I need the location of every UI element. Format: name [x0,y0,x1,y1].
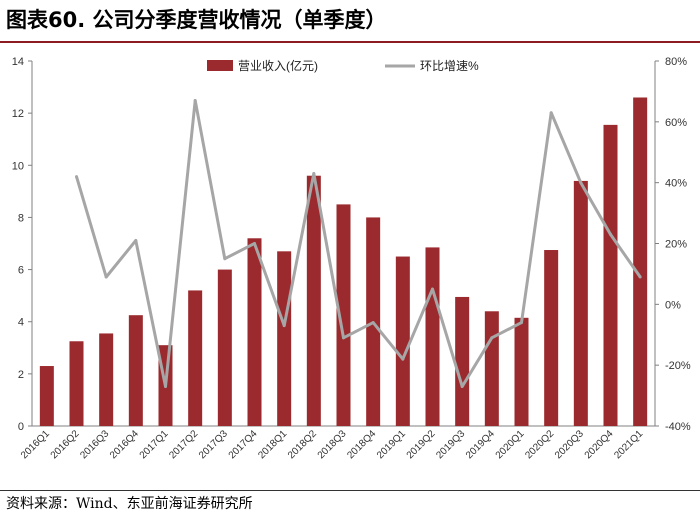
x-tick-label: 2020Q3 [553,428,586,461]
growth-point [193,99,197,103]
revenue-bar [603,124,618,426]
x-tick-label: 2020Q2 [523,428,556,461]
x-tick-label: 2016Q2 [49,428,82,461]
growth-point [401,357,405,361]
revenue-bar [336,204,351,426]
x-tick-label: 2017Q3 [197,428,230,461]
x-tick-label: 2018Q4 [345,428,378,461]
y-right-tick-label: 0% [665,299,681,311]
y-left-tick-label: 8 [18,212,24,224]
y-left-tick-label: 12 [12,108,24,120]
growth-point [223,257,227,261]
revenue-bar [455,296,470,426]
x-tick-label: 2016Q4 [108,428,141,461]
growth-point [342,336,345,340]
revenue-bar [544,250,559,426]
revenue-bar [217,269,232,426]
chart-legend: 营业收入(亿元) 环比增速% [207,58,479,73]
revenue-bar [395,256,410,426]
y-right-tick-label: 80% [665,56,687,68]
x-tick-label: 2018Q1 [256,428,289,461]
growth-point [579,181,583,185]
revenue-bar [69,341,84,426]
growth-point [164,384,167,388]
revenue-bar [188,290,203,426]
x-tick-label: 2020Q1 [494,428,527,461]
x-tick-label: 2017Q2 [167,428,200,461]
y-right-tick-label: -40% [665,421,691,433]
growth-point [520,321,523,325]
revenue-bar [425,247,440,426]
legend-swatch-revenue [207,60,233,71]
revenue-bar [247,238,262,426]
y-left-tick-label: 10 [12,160,24,172]
y-left-tick-label: 4 [18,317,24,329]
figure-title: 图表60. 公司分季度营收情况（单季度） [6,8,387,32]
legend-label-growth: 环比增速% [420,59,479,73]
revenue-bar [277,251,292,426]
legend-label-revenue: 营业收入(亿元) [238,58,318,73]
title-divider [0,41,700,43]
growth-point [638,275,642,279]
x-tick-label: 2018Q3 [316,428,349,461]
revenue-bar [306,175,321,426]
x-tick-label: 2016Q1 [19,428,52,461]
x-tick-label: 2019Q4 [464,428,497,461]
growth-line [75,99,642,388]
revenue-chart: 02468101214-40%-20%0%20%40%60%80%2016Q12… [12,56,691,461]
growth-point [253,242,256,245]
x-tick-label: 2016Q3 [78,428,111,461]
growth-line-path [75,99,642,388]
growth-point [371,321,375,325]
revenue-bar [633,97,648,426]
y-left-tick-label: 14 [12,56,24,68]
revenue-bar [39,366,54,426]
growth-point [431,287,434,291]
y-right-tick-label: 60% [665,117,687,129]
revenue-bar [99,333,114,426]
x-tick-label: 2019Q1 [375,428,408,461]
growth-point [609,232,612,236]
x-tick-label: 2017Q1 [138,428,171,461]
x-tick-label: 2017Q4 [227,428,260,461]
revenue-bar [484,311,499,426]
revenue-bar [573,180,588,426]
x-tick-label: 2019Q2 [405,428,438,461]
y-right-tick-label: 20% [665,239,687,251]
y-left-tick-label: 2 [18,369,24,381]
x-tick-label: 2019Q3 [434,428,467,461]
x-tick-label: 2018Q2 [286,428,319,461]
growth-point [460,384,464,388]
x-tick-label: 2021Q1 [612,428,645,461]
growth-point [134,238,138,242]
growth-point [490,336,494,340]
source-note: 资料来源：Wind、东亚前海证券研究所 [6,496,253,512]
revenue-bars [39,97,648,426]
revenue-bar [128,315,143,426]
y-right-tick-label: 40% [665,178,687,190]
y-right-tick-label: -20% [665,360,691,372]
growth-point [75,175,78,179]
growth-point [282,324,286,328]
chart-axes: 02468101214-40%-20%0%20%40%60%80%2016Q12… [12,56,691,461]
source-divider [0,490,700,491]
growth-point [104,275,108,279]
y-left-tick-label: 6 [18,265,24,277]
y-left-tick-label: 0 [18,421,24,433]
growth-point [312,172,316,176]
growth-point [549,111,553,115]
revenue-bar [514,317,529,426]
x-tick-label: 2020Q4 [583,428,616,461]
